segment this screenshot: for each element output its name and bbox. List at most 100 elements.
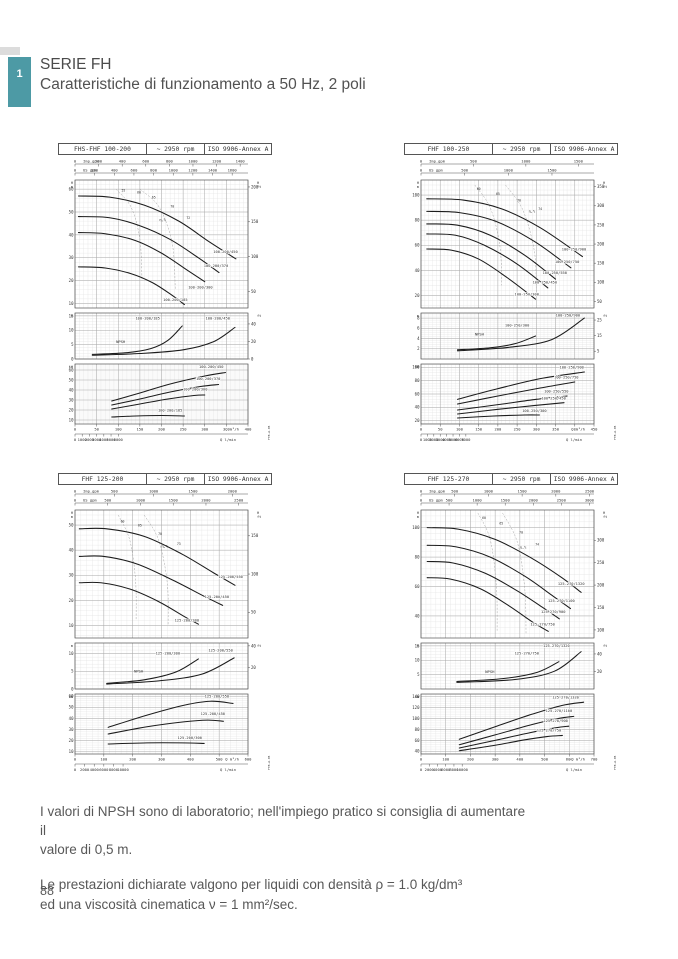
svg-text:1000: 1000 xyxy=(188,159,198,164)
efficiency-axis-label: η,% xyxy=(159,218,166,222)
curve-label: 100-200/370 xyxy=(204,264,228,268)
svg-text:2000: 2000 xyxy=(80,767,90,772)
chart-header: FHS-FHF 100-200 ~ 2950 rpm ISO 9906-Anne… xyxy=(58,143,272,155)
pump-curve xyxy=(456,661,560,683)
svg-text:kW: kW xyxy=(69,365,74,369)
efficiency-contour xyxy=(139,188,176,290)
svg-text:30: 30 xyxy=(69,573,74,578)
svg-text:450: 450 xyxy=(591,427,599,432)
svg-text:3000: 3000 xyxy=(436,437,446,442)
density-note: Le prestazioni dichiarate valgono per li… xyxy=(40,875,530,913)
efficiency-value: 55 xyxy=(122,188,126,192)
svg-text:0: 0 xyxy=(74,437,77,442)
efficiency-value: 72 xyxy=(186,216,190,220)
curve-label: 100-250/550 xyxy=(543,271,567,275)
svg-text:400: 400 xyxy=(187,757,195,762)
svg-text:2000: 2000 xyxy=(85,437,95,442)
section-number: 1 xyxy=(16,68,23,80)
chart-code: FTB.A.05 xyxy=(267,755,271,770)
svg-text:400: 400 xyxy=(245,427,253,432)
pump-curve xyxy=(456,651,582,683)
pump-curve xyxy=(426,248,537,300)
svg-text:500: 500 xyxy=(461,168,469,173)
svg-text:0: 0 xyxy=(71,356,74,361)
svg-text:kW: kW xyxy=(415,695,420,699)
svg-text:ft: ft xyxy=(257,644,261,648)
svg-text:10: 10 xyxy=(69,417,74,422)
svg-text:1000: 1000 xyxy=(504,168,514,173)
svg-text:1000: 1000 xyxy=(136,498,146,503)
svg-text:100: 100 xyxy=(251,254,259,259)
pump-chart-panel-fhs-fhf-100-200: FHS-FHF 100-200 ~ 2950 rpm ISO 9906-Anne… xyxy=(58,143,272,449)
svg-text:0: 0 xyxy=(420,757,423,762)
npsh-label: NPSH xyxy=(485,669,495,674)
svg-text:10000: 10000 xyxy=(456,767,468,772)
density-note-line1: Le prestazioni dichiarate valgono per li… xyxy=(40,877,463,893)
svg-text:0: 0 xyxy=(74,498,77,503)
efficiency-axis-label: η,% xyxy=(162,545,169,549)
curve-label: 100-200/450 xyxy=(206,316,230,320)
svg-text:700: 700 xyxy=(591,757,599,762)
curve-label: 125-200/450 xyxy=(205,595,229,599)
svg-text:15: 15 xyxy=(597,333,602,338)
efficiency-contour xyxy=(115,188,143,281)
pump-chart-panel-fhf-125-270: FHF 125-270 ~ 2950 rpm ISO 9906-Annex A … xyxy=(404,473,618,779)
svg-text:40: 40 xyxy=(69,232,74,237)
svg-text:200: 200 xyxy=(95,159,103,164)
svg-text:60: 60 xyxy=(69,367,74,372)
chart-model-label: FHS-FHF 100-200 xyxy=(59,144,147,154)
svg-text:40: 40 xyxy=(597,651,602,656)
svg-text:2000: 2000 xyxy=(228,489,238,494)
curve-label: 125-270/1100 xyxy=(548,599,575,603)
page-corner-mark xyxy=(0,47,20,55)
svg-text:200: 200 xyxy=(129,757,137,762)
svg-text:2000: 2000 xyxy=(551,489,561,494)
page-header: SERIE FH Caratteristiche di funzionament… xyxy=(40,56,366,94)
svg-text:50: 50 xyxy=(69,209,74,214)
curve-label: 125-200/300 xyxy=(175,619,199,623)
chart-iso-label: ISO 9906-Annex A xyxy=(553,145,615,153)
efficiency-contour xyxy=(477,512,498,631)
efficiency-contour xyxy=(144,514,169,626)
pump-curve xyxy=(78,555,224,606)
svg-text:800: 800 xyxy=(150,168,158,173)
svg-text:m: m xyxy=(417,314,419,318)
svg-text:20: 20 xyxy=(597,669,602,674)
svg-text:6000: 6000 xyxy=(99,767,109,772)
svg-text:30: 30 xyxy=(69,255,74,260)
svg-text:Q l/min: Q l/min xyxy=(220,767,236,772)
svg-text:1400: 1400 xyxy=(236,159,246,164)
curve-label: 125-270/750 xyxy=(515,652,539,656)
efficiency-value: 65 xyxy=(138,523,142,527)
curve-label: 125-200/450 xyxy=(201,712,225,716)
curve-label: 100-250/550 xyxy=(544,390,568,394)
svg-text:40: 40 xyxy=(69,716,74,721)
curve-label: 125-200/300 xyxy=(156,651,180,655)
svg-text:40: 40 xyxy=(69,387,74,392)
svg-text:10: 10 xyxy=(69,328,74,333)
efficiency-contour xyxy=(474,184,502,286)
svg-text:0: 0 xyxy=(71,686,74,691)
efficiency-value: 65 xyxy=(499,522,503,526)
svg-text:600: 600 xyxy=(566,757,574,762)
svg-text:Hm: Hm xyxy=(417,181,419,189)
pump-curve xyxy=(77,266,185,306)
chart-rpm-label: ~ 2950 rpm xyxy=(147,144,206,154)
svg-text:0: 0 xyxy=(74,159,77,164)
chart-code: FTB.A.05 xyxy=(613,425,617,440)
svg-text:150: 150 xyxy=(597,261,605,266)
svg-text:0: 0 xyxy=(420,498,423,503)
svg-text:Hm: Hm xyxy=(417,511,419,519)
svg-text:40: 40 xyxy=(415,613,420,618)
svg-text:300: 300 xyxy=(201,427,209,432)
svg-text:200: 200 xyxy=(158,427,166,432)
efficiency-value: 74 xyxy=(538,207,542,211)
svg-text:1000: 1000 xyxy=(423,437,433,442)
chart-model-label: FHF 125-200 xyxy=(59,474,147,484)
svg-text:4: 4 xyxy=(417,336,420,341)
svg-text:0: 0 xyxy=(74,757,77,762)
svg-text:50: 50 xyxy=(69,705,74,710)
svg-text:1600: 1600 xyxy=(228,168,238,173)
svg-text:1500: 1500 xyxy=(501,498,511,503)
